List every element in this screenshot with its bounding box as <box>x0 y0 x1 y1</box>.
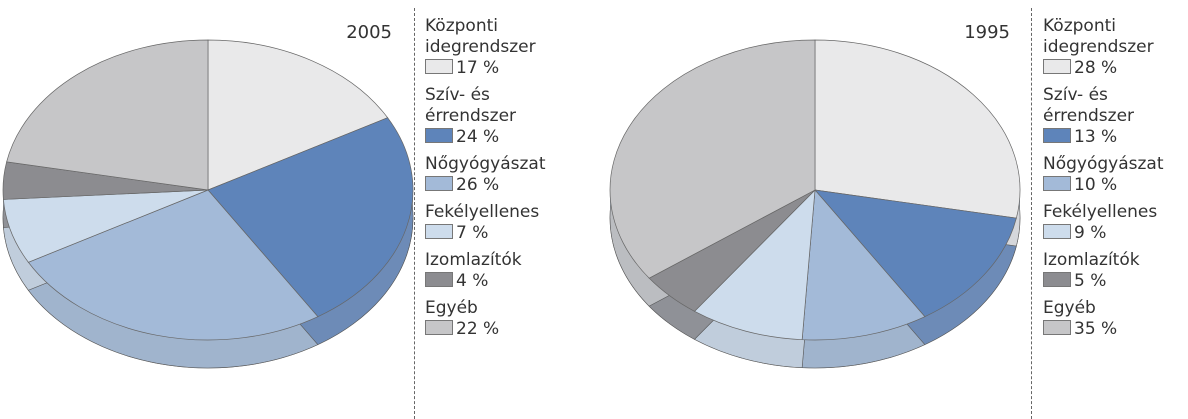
value-label: 9 % <box>1074 223 1107 243</box>
legend-swatch <box>1043 128 1071 143</box>
legend-label: Szív- és érrendszer <box>425 85 517 126</box>
legend-label: Nőgyógyászat <box>1043 154 1164 174</box>
legend-entry: Központi idegrendszer 28 % <box>1043 16 1181 79</box>
legend-swatch <box>425 272 453 287</box>
value-label: 35 % <box>1074 319 1118 339</box>
legend-value-row: 28 % <box>1043 58 1181 79</box>
pie-slice <box>6 39 209 191</box>
legend-value-row: 22 % <box>425 319 563 340</box>
legend-swatch <box>1043 224 1071 239</box>
pie-slice <box>814 39 1021 219</box>
legend-value-row: 10 % <box>1043 175 1181 196</box>
legend-value-row: 13 % <box>1043 127 1181 148</box>
legend-entry: Nőgyógyászat 26 % <box>425 154 563 196</box>
value-label: 10 % <box>1074 175 1118 195</box>
legend-value-row: 4 % <box>425 271 563 292</box>
legend: Központi idegrendszer 17 % Szív- és érrend… <box>425 16 563 346</box>
legend-label: Nőgyógyászat <box>425 154 546 174</box>
pie-slice <box>207 39 389 191</box>
legend-swatch <box>1043 272 1071 287</box>
value-label: 5 % <box>1074 271 1107 291</box>
chart-title: 2005 <box>346 22 392 43</box>
legend-value-row: 35 % <box>1043 319 1181 340</box>
legend-label: Központi idegrendszer <box>425 16 536 57</box>
legend-swatch <box>1043 176 1071 191</box>
legend-swatch <box>425 320 453 335</box>
legend-entry: Központi idegrendszer 17 % <box>425 16 563 79</box>
legend-label: Központi idegrendszer <box>1043 16 1154 57</box>
legend-swatch <box>1043 320 1071 335</box>
chart-title: 1995 <box>964 22 1010 43</box>
legend-entry: Nőgyógyászat 10 % <box>1043 154 1181 196</box>
legend-swatch <box>425 59 453 74</box>
pie-slice <box>609 39 816 279</box>
pie-slice <box>207 117 414 318</box>
legend-label: Fekélyellenes <box>1043 202 1158 222</box>
legend-value-row: 26 % <box>425 175 563 196</box>
legend-swatch <box>1043 59 1071 74</box>
legend-value-row: 5 % <box>1043 271 1181 292</box>
pie-slice <box>814 189 1017 318</box>
legend-swatch <box>425 224 453 239</box>
divider <box>1031 8 1032 419</box>
pie-slice <box>693 189 816 341</box>
legend-label: Fekélyellenes <box>425 202 540 222</box>
legend-value-row: 17 % <box>425 58 563 79</box>
legend-value-row: 9 % <box>1043 223 1181 244</box>
legend: Központi idegrendszer 28 % Szív- és érrend… <box>1043 16 1181 346</box>
legend-label: Egyéb <box>425 298 478 318</box>
legend-label: Izomlazítók <box>425 250 522 270</box>
legend-entry: Egyéb 35 % <box>1043 298 1181 340</box>
pie-slice <box>801 189 926 341</box>
value-label: 17 % <box>456 58 500 78</box>
legend-entry: Izomlazítók 5 % <box>1043 250 1181 292</box>
legend-entry: Fekélyellenes 9 % <box>1043 202 1181 244</box>
value-label: 13 % <box>1074 127 1118 147</box>
legend-entry: Izomlazítók 4 % <box>425 250 563 292</box>
pie-slice <box>27 189 319 341</box>
value-label: 4 % <box>456 271 489 291</box>
divider <box>414 8 415 419</box>
value-label: 7 % <box>456 223 489 243</box>
legend-entry: Szív- és érrendszer 13 % <box>1043 85 1181 148</box>
legend-label: Egyéb <box>1043 298 1096 318</box>
legend-entry: Egyéb 22 % <box>425 298 563 340</box>
legend-label: Izomlazítók <box>1043 250 1140 270</box>
legend-value-row: 7 % <box>425 223 563 244</box>
legend-entry: Szív- és érrendszer 24 % <box>425 85 563 148</box>
legend-value-row: 24 % <box>425 127 563 148</box>
legend-swatch <box>425 176 453 191</box>
value-label: 28 % <box>1074 58 1118 78</box>
value-label: 26 % <box>456 175 500 195</box>
value-label: 22 % <box>456 319 500 339</box>
legend-entry: Fekélyellenes 7 % <box>425 202 563 244</box>
value-label: 24 % <box>456 127 500 147</box>
legend-swatch <box>425 128 453 143</box>
legend-label: Szív- és érrendszer <box>1043 85 1135 126</box>
